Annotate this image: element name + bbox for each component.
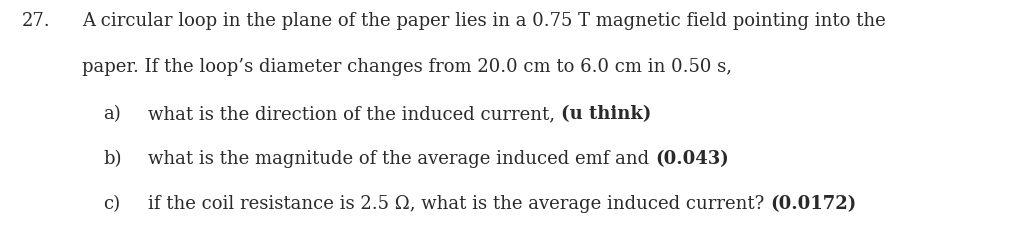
Text: A circular loop in the plane of the paper lies in a 0.75 T magnetic field pointi: A circular loop in the plane of the pape… bbox=[82, 12, 886, 30]
Text: c): c) bbox=[103, 195, 120, 213]
Text: (u think): (u think) bbox=[561, 105, 652, 123]
Text: if the coil resistance is 2.5 Ω, what is the average induced current?: if the coil resistance is 2.5 Ω, what is… bbox=[148, 195, 770, 213]
Text: what is the direction of the induced current,: what is the direction of the induced cur… bbox=[148, 105, 561, 123]
Text: what is the magnitude of the average induced emf and: what is the magnitude of the average ind… bbox=[148, 150, 655, 168]
Text: b): b) bbox=[103, 150, 121, 168]
Text: paper. If the loop’s diameter changes from 20.0 cm to 6.0 cm in 0.50 s,: paper. If the loop’s diameter changes fr… bbox=[82, 58, 732, 76]
Text: a): a) bbox=[103, 105, 121, 123]
Text: 27.: 27. bbox=[22, 12, 51, 30]
Text: (0.0172): (0.0172) bbox=[770, 195, 856, 213]
Text: (0.043): (0.043) bbox=[655, 150, 729, 168]
